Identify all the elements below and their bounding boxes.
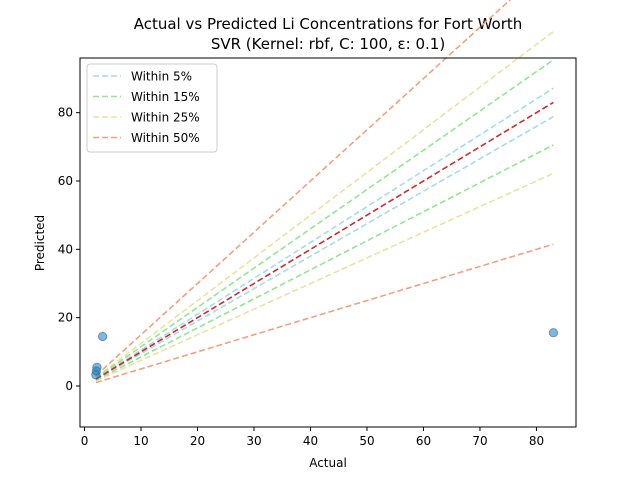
y-axis: 0 20 40 60 80: [58, 106, 80, 393]
tolerance-bands: [95, 0, 554, 384]
data-point-4: [548, 328, 559, 338]
y-axis-label: Predicted: [33, 215, 47, 271]
y-tick-label: 20: [58, 311, 73, 325]
x-tick-label: 40: [303, 434, 318, 448]
x-tick-label: 80: [529, 434, 544, 448]
band-line-0-lower: [95, 115, 554, 381]
x-tick-label: 70: [472, 434, 487, 448]
x-tick-label: 60: [416, 434, 431, 448]
identity-line-group: [95, 101, 554, 380]
plot-frame: [79, 57, 577, 428]
x-tick-label: 30: [246, 434, 261, 448]
legend-label-1: Within 15%: [131, 90, 200, 104]
x-tick-label: 20: [190, 434, 205, 448]
identity-line: [95, 101, 554, 380]
x-axis-label: Actual: [309, 456, 347, 470]
band-line-3-lower: [95, 243, 554, 384]
data-point-2: [92, 362, 102, 372]
chart-title: Actual vs Predicted Li Concentrations fo…: [134, 15, 523, 33]
band-line-3-upper: [95, 0, 512, 377]
x-tick-label: 0: [81, 434, 89, 448]
band-line-1-lower: [95, 144, 554, 381]
legend-box: [86, 63, 218, 153]
x-axis: 0 10 20 30 40 50 60 70 80: [81, 427, 544, 448]
band-line-2-lower: [95, 172, 554, 382]
legend-label-0: Within 5%: [131, 70, 192, 84]
chart-subtitle: SVR (Kernel: rbf, C: 100, ε: 0.1): [211, 35, 445, 53]
y-tick-label: 60: [58, 174, 73, 188]
band-line-2-upper: [95, 30, 554, 379]
legend: Within 5% Within 15% Within 25% Within 50%: [86, 63, 218, 153]
y-tick-label: 0: [65, 379, 73, 393]
legend-label-2: Within 25%: [131, 111, 200, 125]
y-tick-label: 80: [58, 106, 73, 120]
x-tick-label: 10: [133, 434, 148, 448]
data-point-3: [97, 331, 108, 342]
legend-label-3: Within 50%: [131, 131, 200, 145]
band-line-1-upper: [95, 59, 554, 379]
x-tick-label: 50: [359, 434, 374, 448]
band-line-0-upper: [95, 87, 554, 380]
scatter-points: [91, 328, 559, 380]
y-tick-label: 40: [58, 242, 73, 256]
